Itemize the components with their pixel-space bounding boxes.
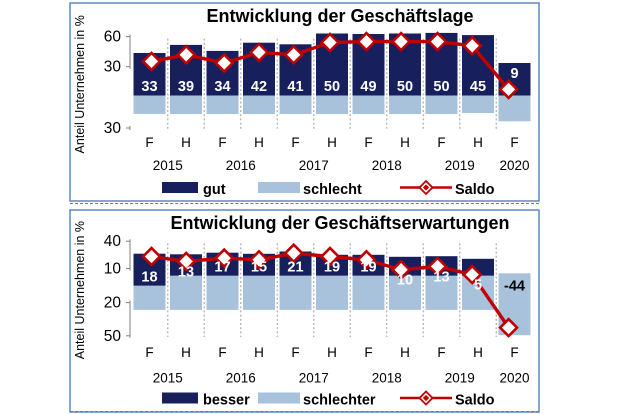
svg-text:41: 41	[287, 79, 303, 95]
svg-text:60: 60	[104, 29, 122, 46]
svg-text:H: H	[327, 135, 337, 150]
svg-text:50: 50	[324, 79, 340, 95]
svg-text:2018: 2018	[372, 158, 402, 173]
svg-text:H: H	[181, 135, 191, 150]
svg-text:H: H	[181, 345, 191, 360]
svg-text:H: H	[400, 135, 410, 150]
svg-text:Entwicklung der Geschäftslage: Entwicklung der Geschäftslage	[206, 6, 473, 26]
svg-text:13: 13	[178, 264, 194, 280]
svg-text:42: 42	[251, 79, 267, 95]
svg-text:F: F	[145, 345, 153, 360]
svg-text:schlecht: schlecht	[303, 182, 362, 198]
svg-text:10: 10	[104, 261, 122, 278]
svg-text:9: 9	[510, 66, 518, 82]
svg-text:18: 18	[141, 269, 157, 285]
svg-text:F: F	[364, 135, 372, 150]
svg-text:2015: 2015	[153, 158, 183, 173]
svg-text:39: 39	[178, 79, 194, 95]
svg-text:2018: 2018	[372, 370, 402, 385]
svg-text:2016: 2016	[226, 158, 256, 173]
svg-text:13: 13	[433, 269, 449, 285]
svg-text:F: F	[218, 135, 226, 150]
svg-text:17: 17	[214, 259, 230, 275]
svg-text:20: 20	[104, 295, 122, 312]
svg-text:H: H	[327, 345, 337, 360]
svg-text:2020: 2020	[499, 370, 529, 385]
svg-text:34: 34	[214, 79, 230, 95]
svg-text:F: F	[510, 345, 518, 360]
svg-text:Saldo: Saldo	[455, 393, 495, 409]
svg-text:2015: 2015	[153, 370, 183, 385]
svg-text:33: 33	[141, 79, 157, 95]
svg-text:15: 15	[251, 259, 267, 275]
svg-text:gut: gut	[203, 182, 226, 198]
svg-text:H: H	[254, 345, 264, 360]
svg-text:5: 5	[474, 278, 482, 294]
svg-text:2017: 2017	[299, 158, 329, 173]
svg-text:10: 10	[397, 273, 413, 289]
svg-text:Saldo: Saldo	[455, 182, 495, 198]
svg-text:F: F	[218, 345, 226, 360]
svg-text:2020: 2020	[499, 158, 529, 173]
svg-text:50: 50	[433, 79, 449, 95]
svg-text:F: F	[437, 345, 445, 360]
svg-text:50: 50	[104, 328, 122, 345]
svg-text:19: 19	[324, 259, 340, 275]
svg-text:30: 30	[104, 59, 122, 76]
svg-text:F: F	[145, 135, 153, 150]
svg-text:F: F	[510, 135, 518, 150]
svg-text:F: F	[437, 135, 445, 150]
svg-text:F: F	[364, 345, 372, 360]
svg-text:H: H	[254, 135, 264, 150]
svg-text:2017: 2017	[299, 370, 329, 385]
svg-text:H: H	[400, 345, 410, 360]
svg-text:21: 21	[287, 259, 303, 275]
svg-text:2019: 2019	[445, 370, 475, 385]
svg-text:schlechter: schlechter	[303, 393, 376, 409]
svg-text:Anteil Unternehmen in %: Anteil Unternehmen in %	[73, 221, 87, 359]
svg-text:19: 19	[360, 259, 376, 275]
svg-text:H: H	[473, 345, 483, 360]
svg-text:49: 49	[360, 79, 376, 95]
svg-text:-44: -44	[504, 278, 525, 294]
svg-text:2016: 2016	[226, 370, 256, 385]
svg-text:H: H	[473, 135, 483, 150]
svg-text:40: 40	[104, 233, 122, 250]
svg-text:F: F	[291, 135, 299, 150]
svg-text:45: 45	[470, 79, 486, 95]
svg-text:besser: besser	[203, 393, 250, 409]
svg-text:2019: 2019	[445, 158, 475, 173]
svg-text:Entwicklung der Geschäftserwar: Entwicklung der Geschäftserwartungen	[170, 213, 509, 233]
svg-text:50: 50	[397, 79, 413, 95]
svg-text:F: F	[291, 345, 299, 360]
svg-text:Anteil Unternehmen in %: Anteil Unternehmen in %	[73, 15, 87, 153]
svg-text:30: 30	[104, 120, 122, 137]
